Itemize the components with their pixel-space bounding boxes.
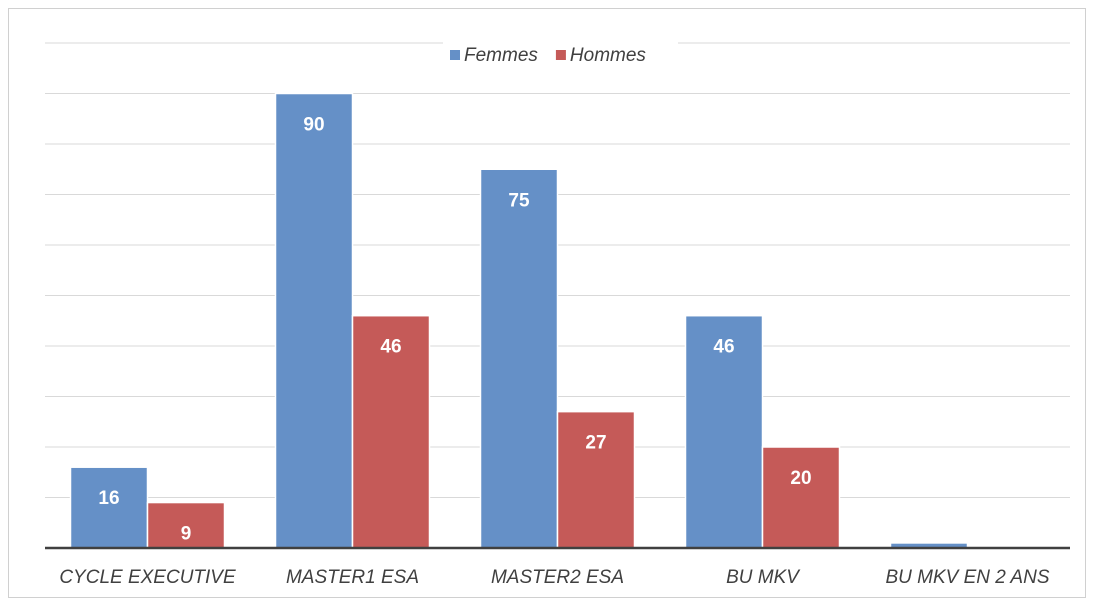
data-label: 90 [303,115,324,136]
data-label: 75 [508,190,530,211]
bar [684,314,764,549]
bar [69,466,149,549]
x-tick-label: BU MKV [726,567,801,588]
bar [556,410,636,549]
data-label: 1 [924,516,935,537]
x-tick-label: MASTER2 ESA [491,567,624,588]
bar [479,168,559,549]
x-tick-label: BU MKV EN 2 ANS [885,567,1049,588]
data-label: 20 [790,468,811,489]
legend-swatch [555,50,566,60]
bar [274,92,354,549]
data-label: 46 [713,337,734,358]
x-tick-label: MASTER1 ESA [286,567,419,588]
data-label: 27 [585,433,606,454]
bar [351,314,431,549]
data-label: 9 [181,524,192,545]
legend-swatch [450,50,460,60]
legend-label: Femmes [464,45,538,66]
bar [761,446,841,549]
x-tick-label: CYCLE EXECUTIVE [59,567,236,588]
data-label: 16 [98,488,119,509]
legend-label: Hommes [570,45,647,66]
data-label: 46 [380,337,401,358]
